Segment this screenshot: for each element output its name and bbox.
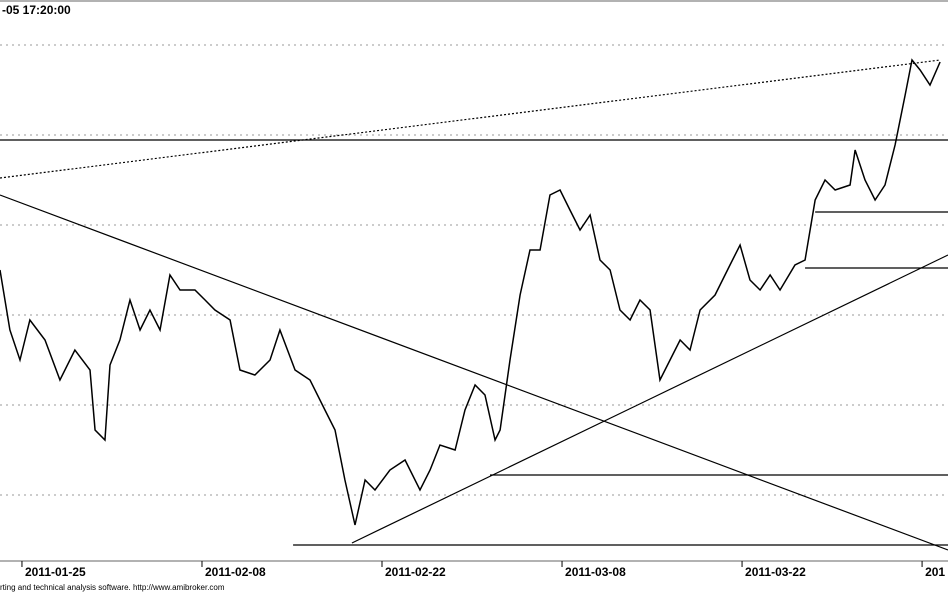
chart-title: -05 17:20:00 bbox=[2, 3, 71, 17]
trend-line bbox=[0, 59, 941, 179]
x-tick-label: 201 bbox=[925, 565, 945, 579]
x-tick-label: 2011-01-25 bbox=[25, 565, 86, 579]
trend-line bbox=[351, 254, 948, 544]
x-tick-label: 2011-03-22 bbox=[745, 565, 806, 579]
price-line bbox=[0, 58, 941, 526]
x-tick-label: 2011-02-22 bbox=[385, 565, 446, 579]
x-tick-label: 2011-03-08 bbox=[565, 565, 626, 579]
footer: rting and technical analysis software. h… bbox=[0, 583, 225, 592]
x-tick-label: 2011-02-08 bbox=[205, 565, 266, 579]
trend-line bbox=[0, 194, 948, 551]
